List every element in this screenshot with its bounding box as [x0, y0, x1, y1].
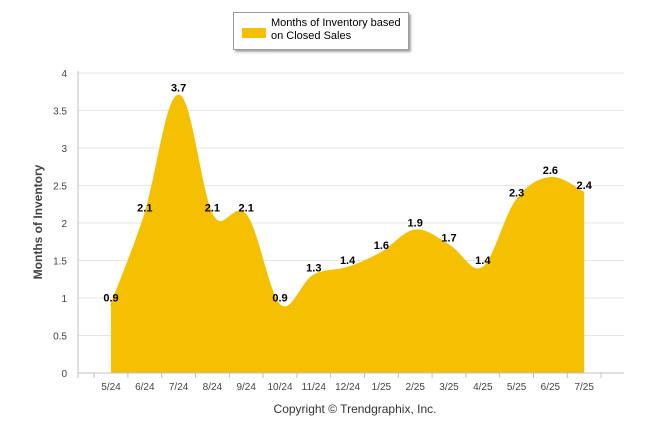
y-tick-label: 1.5 — [53, 257, 67, 268]
y-axis-title: Months of Inventory — [31, 164, 45, 280]
area-line — [110, 94, 585, 309]
data-label: 1.9 — [408, 218, 423, 230]
data-labels: 0.9 2.1 3.7 2.1 2.1 0.9 1.3 1.4 1.6 1.9 1.7 1.4 2.3 2… — [103, 83, 592, 305]
x-tick-label: 6/24 — [135, 382, 155, 393]
data-label: 1.4 — [475, 255, 491, 267]
x-tick-label: 11/24 — [302, 382, 327, 393]
data-label: 1.4 — [340, 255, 356, 267]
axes — [77, 71, 624, 378]
data-label: 1.3 — [306, 263, 321, 275]
y-tick-label: 1 — [61, 294, 67, 305]
y-tick-label: 2 — [61, 219, 67, 230]
y-tick-label: 3 — [61, 144, 67, 155]
data-label: 1.6 — [374, 240, 389, 252]
y-tick-label: 0.5 — [53, 332, 67, 343]
y-tick-label: 0 — [61, 369, 67, 380]
copyright-text: Copyright © Trendgraphix, Inc. — [273, 402, 437, 416]
x-tick-label: 4/25 — [473, 382, 493, 393]
x-tick-label: 9/24 — [236, 382, 256, 393]
x-tick-labels: 5/24 6/24 7/24 8/24 9/24 10/24 11/24 12/24 1/25 2… — [101, 382, 594, 393]
data-label: 0.9 — [272, 293, 287, 305]
legend-label: Months of Inventory based on Closed Sale… — [271, 17, 401, 42]
data-label: 3.7 — [171, 83, 186, 95]
x-tick-label: 7/24 — [169, 382, 189, 393]
data-label: 0.9 — [103, 293, 118, 305]
x-tick-label: 6/25 — [541, 382, 561, 393]
chart-legend: Months of Inventory based on Closed Sale… — [233, 12, 409, 50]
x-tick-label: 10/24 — [267, 382, 292, 393]
y-tick-label: 3.5 — [53, 107, 67, 118]
x-tick-label: 5/25 — [507, 382, 527, 393]
data-label: 1.7 — [441, 233, 456, 245]
x-tick-label: 8/24 — [203, 382, 223, 393]
data-label: 2.4 — [577, 180, 593, 192]
data-label: 2.1 — [239, 203, 254, 215]
x-tick-label: 5/24 — [101, 382, 121, 393]
x-tick-label: 3/25 — [439, 382, 459, 393]
legend-swatch — [242, 28, 266, 38]
x-tick-label: 2/25 — [405, 382, 425, 393]
area-series — [110, 94, 585, 373]
x-tick-label: 7/25 — [574, 382, 594, 393]
x-tick-label: 1/25 — [372, 382, 392, 393]
y-tick-labels: 0 0.5 1 1.5 2 2.5 3 3.5 4 — [53, 69, 67, 380]
data-label: 2.3 — [509, 188, 524, 200]
data-label: 2.1 — [205, 203, 220, 215]
y-tick-label: 4 — [61, 69, 67, 80]
data-label: 2.1 — [137, 203, 152, 215]
area-fill — [111, 95, 585, 373]
x-tick-label: 12/24 — [335, 382, 360, 393]
data-label: 2.6 — [543, 165, 558, 177]
y-tick-label: 2.5 — [53, 182, 67, 193]
